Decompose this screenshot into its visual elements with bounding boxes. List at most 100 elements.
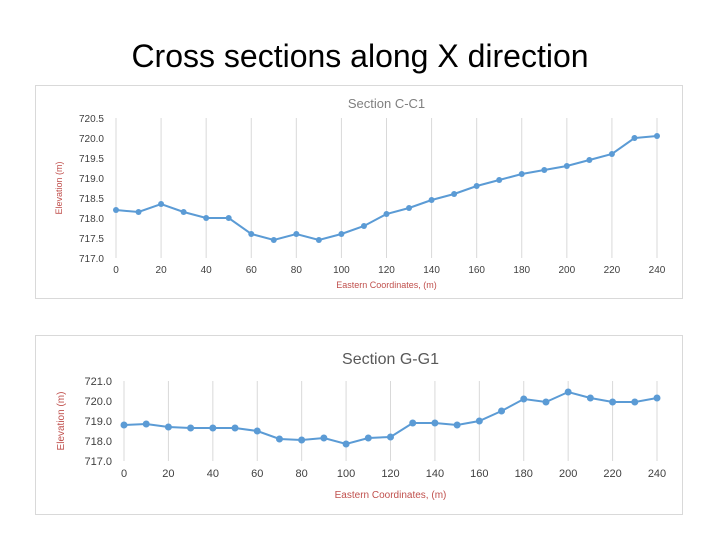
chart-c-c1-y-tick-label: 720.5 [79, 114, 104, 125]
chart-c-c1-data-point [293, 231, 300, 237]
chart-c-c1-data-point [203, 215, 210, 221]
chart-g-g1-data-point [586, 394, 594, 402]
chart-c-c1-svg: Section C-C1 0 20 40 60 80 100 120 140 160 180 200 2… [54, 96, 666, 290]
chart-c-c1-x-tick-label: 0 [113, 265, 119, 276]
chart-g-g1-x-tick-label: 220 [603, 468, 621, 480]
chart-g-g1-data-point [364, 434, 372, 442]
chart-c-c1-x-tick-label: 80 [291, 265, 303, 276]
chart-g-g1-y-axis-label: Elevation (m) [56, 392, 67, 451]
chart-g-g1-data-point [320, 434, 328, 442]
chart-c-c1-x-tick-label: 120 [378, 265, 395, 276]
chart-g-g1-data-point [298, 436, 306, 444]
chart-g-g1-x-tick-label: 140 [426, 468, 444, 480]
chart-g-g1-data-point [387, 433, 394, 441]
chart-g-g1-data-point [631, 398, 639, 406]
chart-c-c1-data-point [135, 209, 142, 215]
chart-c-c1-data-point [451, 191, 458, 197]
chart-g-g1-x-tick-label: 120 [381, 468, 399, 480]
chart-c-c1-data-point [158, 201, 165, 207]
chart-c-c1-x-tick-label: 100 [333, 265, 350, 276]
chart-c-c1-x-tick-label: 40 [201, 265, 213, 276]
chart-g-g1-data-point [187, 424, 195, 432]
chart-g-g1-x-tick-label: 200 [559, 468, 577, 480]
chart-g-g1-data-point [142, 420, 150, 428]
chart-g-g1-y-tick-label: 719.0 [84, 416, 112, 428]
chart-c-c1-data-point [428, 197, 435, 203]
chart-g-g1-data-point [253, 427, 261, 435]
chart-g-g1-data-point [431, 419, 439, 427]
chart-g-g1-data-point [409, 419, 417, 427]
chart-c-c1-y-axis-label: Elevation (m) [54, 161, 64, 214]
chart-c-c1-data-point [473, 183, 480, 189]
chart-c-c1-x-tick-label: 60 [246, 265, 258, 276]
chart-c-c1-y-tick-label: 720.0 [79, 134, 104, 145]
chart-g-g1-data-point [231, 424, 239, 432]
chart-g-g1-data-point [564, 388, 572, 396]
chart-g-g1-x-tick-label: 180 [515, 468, 533, 480]
chart-c-c1-x-tick-label: 180 [513, 265, 530, 276]
chart-g-g1-data-point [542, 398, 550, 406]
chart-g-g1-data-point [342, 440, 350, 448]
chart-g-g1-x-tick-label: 40 [207, 468, 219, 480]
slide-title: Cross sections along X direction [131, 38, 589, 74]
chart-c-c1-x-tick-label: 20 [156, 265, 168, 276]
chart-g-g1-y-tick-label: 721.0 [84, 376, 112, 388]
chart-g-g1: Section G-G1 0 20 40 60 80 100 120 140 160 180 200 2… [35, 335, 683, 515]
chart-c-c1-data-point [225, 215, 232, 221]
chart-g-g1-y-tick-label: 718.0 [84, 436, 112, 448]
chart-c-c1-y-tick-label: 717.5 [79, 234, 104, 245]
chart-c-c1-x-tick-label: 200 [558, 265, 575, 276]
chart-g-g1-data-point [275, 435, 283, 443]
chart-g-g1-svg: Section G-G1 0 20 40 60 80 100 120 140 160 180 200 2… [56, 351, 666, 501]
chart-c-c1-y-tick-label: 717.0 [79, 254, 104, 265]
chart-c-c1-data-point [406, 205, 413, 211]
chart-g-g1-data-point [653, 394, 661, 402]
chart-c-c1-data-point [608, 151, 615, 157]
chart-c-c1-data-point [270, 237, 277, 243]
chart-g-g1-x-axis-label: Eastern Coordinates, (m) [335, 490, 447, 501]
chart-c-c1-title: Section C-C1 [348, 96, 425, 111]
chart-c-c1-x-tick-label: 160 [468, 265, 485, 276]
chart-c-c1-data-point [383, 211, 390, 217]
chart-c-c1-data-point [541, 167, 548, 173]
chart-c-c1-data-point [113, 207, 119, 213]
chart-c-c1-data-point [631, 135, 638, 141]
chart-c-c1-data-point [360, 223, 367, 229]
chart-c-c1-x-axis-label: Eastern Coordinates, (m) [336, 280, 437, 290]
chart-g-g1-x-tick-label: 100 [337, 468, 355, 480]
chart-g-g1-data-point [120, 421, 128, 429]
chart-c-c1-data-point [315, 237, 322, 243]
chart-c-c1-data-point [180, 209, 187, 215]
chart-c-c1: Section C-C1 0 20 40 60 80 100 120 140 160 180 200 2… [35, 85, 683, 299]
chart-c-c1-x-tick-label: 220 [604, 265, 621, 276]
chart-c-c1-y-tick-label: 718.0 [79, 214, 104, 225]
chart-c-c1-data-point [248, 231, 255, 237]
chart-g-g1-title: Section G-G1 [342, 351, 439, 368]
chart-g-g1-data-point [453, 421, 461, 429]
chart-c-c1-data-point [518, 171, 525, 177]
chart-g-g1-y-tick-label: 717.0 [84, 456, 112, 468]
chart-c-c1-data-point [586, 157, 593, 163]
chart-g-g1-data-point [609, 398, 617, 406]
chart-g-g1-data-point [164, 423, 172, 431]
chart-g-g1-x-tick-label: 60 [251, 468, 263, 480]
chart-g-g1-data-point [520, 395, 528, 403]
chart-g-g1-x-tick-label: 160 [470, 468, 488, 480]
chart-g-g1-data-point [475, 417, 483, 425]
chart-c-c1-x-tick-label: 240 [649, 265, 666, 276]
chart-c-c1-y-tick-label: 719.5 [79, 154, 104, 165]
chart-c-c1-data-point [338, 231, 345, 237]
chart-c-c1-data-point [496, 177, 503, 183]
chart-c-c1-data-point [654, 133, 660, 139]
chart-g-g1-x-tick-label: 0 [121, 468, 127, 480]
chart-c-c1-y-tick-label: 719.0 [79, 174, 104, 185]
chart-c-c1-data-point [563, 163, 570, 169]
chart-g-g1-x-tick-label: 20 [162, 468, 174, 480]
chart-c-c1-y-tick-label: 718.5 [79, 194, 104, 205]
chart-c-c1-x-tick-label: 140 [423, 265, 440, 276]
chart-g-g1-y-tick-label: 720.0 [84, 396, 112, 408]
chart-g-g1-x-tick-label: 240 [648, 468, 666, 480]
chart-g-g1-x-tick-label: 80 [296, 468, 308, 480]
chart-g-g1-data-point [209, 424, 217, 432]
chart-g-g1-data-point [498, 407, 506, 415]
